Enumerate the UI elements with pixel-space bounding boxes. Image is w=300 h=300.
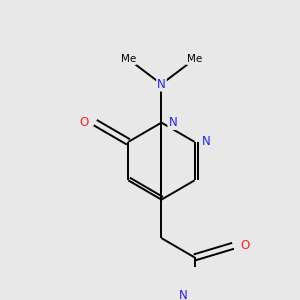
- Text: O: O: [240, 239, 249, 252]
- Text: N: N: [179, 290, 188, 300]
- Text: N: N: [157, 78, 166, 91]
- Text: N: N: [168, 116, 177, 129]
- Text: O: O: [79, 116, 88, 129]
- Text: N: N: [202, 135, 210, 148]
- Text: Me: Me: [121, 54, 136, 64]
- Text: Me: Me: [187, 54, 202, 64]
